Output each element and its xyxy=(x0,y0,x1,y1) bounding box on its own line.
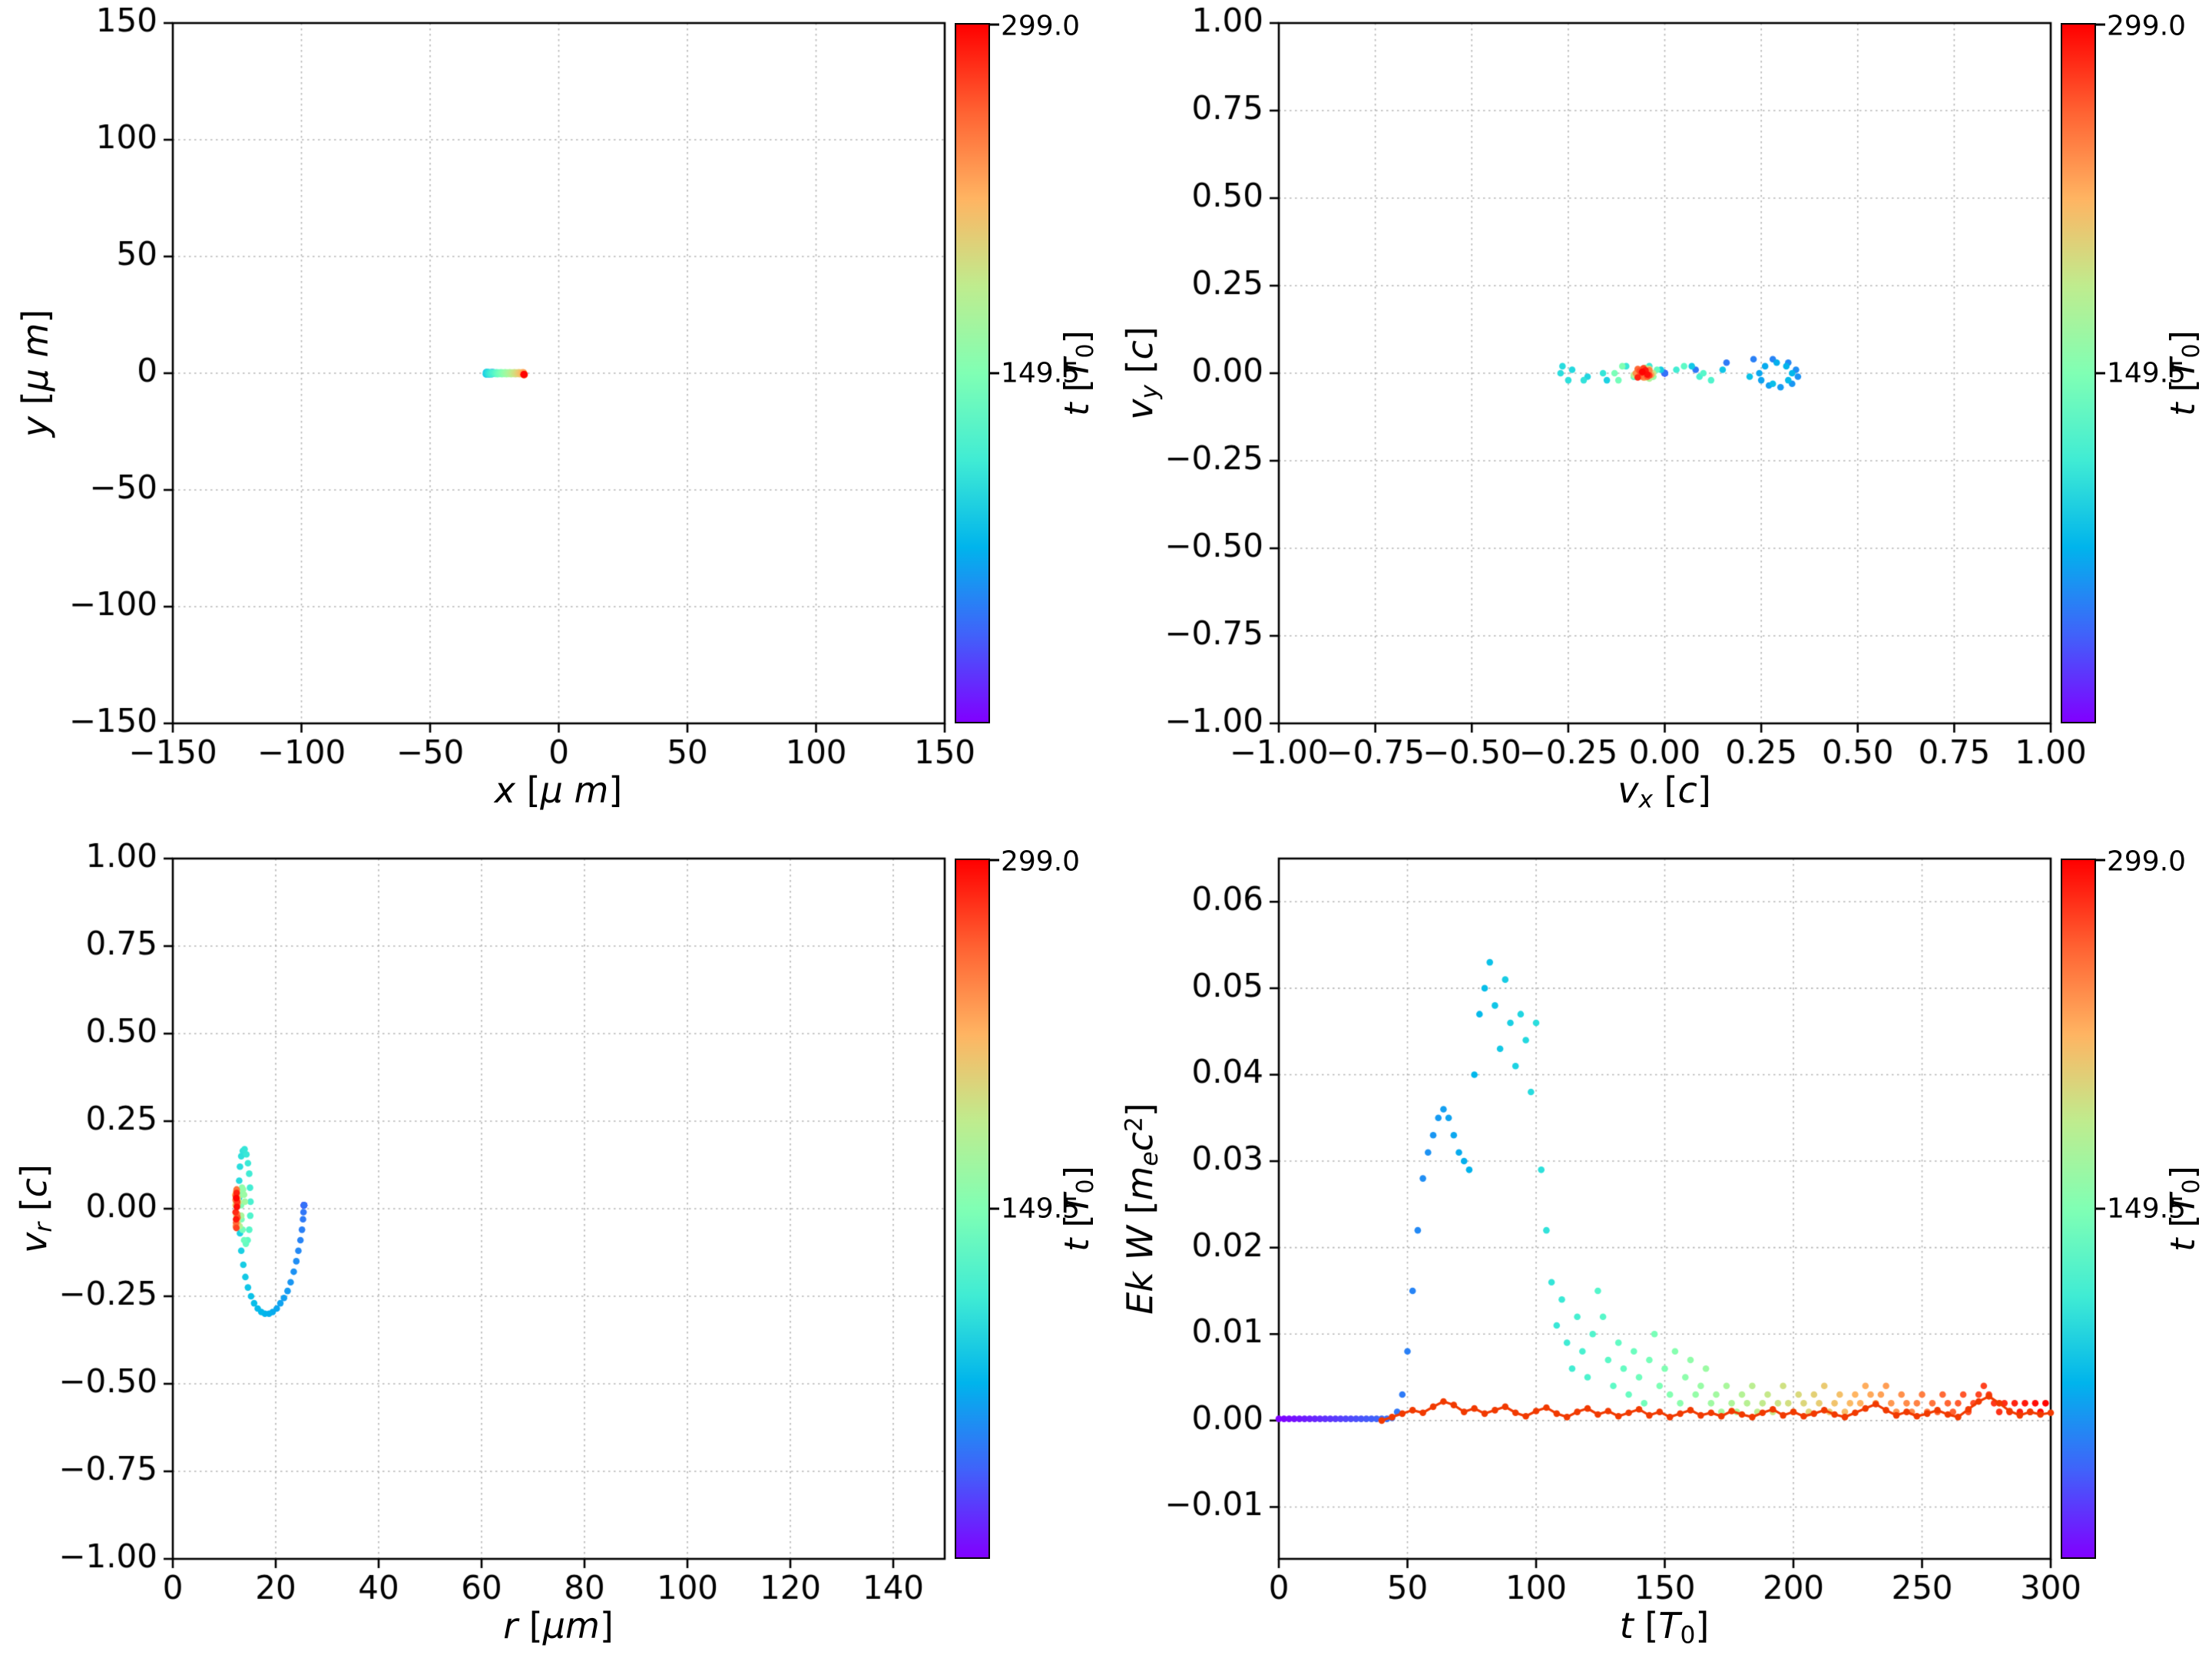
colorbar-max-label: 299.0 xyxy=(1001,10,1081,42)
colorbar-tick xyxy=(2096,859,2105,862)
panel-xy: y [μ m] x [μ m] 299.0 149.5 t [T0] xyxy=(0,0,1106,836)
colorbar-tick xyxy=(2096,1207,2105,1210)
colorbar-tick xyxy=(2096,23,2105,26)
y-axis-label: y [μ m] xyxy=(15,309,56,438)
colorbar-gradient xyxy=(2061,23,2096,723)
colorbar-max-label: 299.0 xyxy=(2107,10,2187,42)
panel-ekw: Ek W [mec2] t [T0] 299.0 149.5 t [T0] xyxy=(1106,836,2212,1671)
colorbar-mid-label: 149.5 xyxy=(1001,357,1081,389)
x-axis-label: x [μ m] xyxy=(494,769,623,811)
colorbar-tick xyxy=(2096,372,2105,375)
panel-vxvy: vy [c] vx [c] 299.0 149.5 t [T0] xyxy=(1106,0,2212,836)
colorbar-axis-label: t [T0] xyxy=(2163,330,2206,416)
ekw-plot-canvas xyxy=(1106,836,2212,1671)
colorbar-gradient xyxy=(955,23,990,723)
x-axis-label: r [μm] xyxy=(503,1605,614,1646)
vxvy-plot-canvas xyxy=(1106,0,2212,836)
colorbar-tick xyxy=(990,372,999,375)
colorbar-tick xyxy=(990,859,999,862)
colorbar-mid-label: 149.5 xyxy=(1001,1193,1081,1225)
panel-rvr: vr [c] r [μm] 299.0 149.5 t [T0] xyxy=(0,836,1106,1671)
y-axis-label: vr [c] xyxy=(13,1164,58,1253)
colorbar-gradient xyxy=(2061,859,2096,1559)
y-axis-label: vy [c] xyxy=(1119,326,1164,420)
colorbar-gradient xyxy=(955,859,990,1559)
colorbar-tick xyxy=(990,23,999,26)
xy-plot-canvas xyxy=(0,0,1106,836)
x-axis-label: t [T0] xyxy=(1619,1605,1710,1649)
colorbar-mid-label: 149.5 xyxy=(2107,1193,2187,1225)
colorbar-axis-label: t [T0] xyxy=(1057,1166,1100,1252)
rvr-plot-canvas xyxy=(0,836,1106,1671)
colorbar-axis-label: t [T0] xyxy=(2163,1166,2206,1252)
colorbar-mid-label: 149.5 xyxy=(2107,357,2187,389)
colorbar-axis-label: t [T0] xyxy=(1057,330,1100,416)
colorbar-tick xyxy=(990,1207,999,1210)
y-axis-label: Ek W [mec2] xyxy=(1119,1103,1164,1315)
colorbar-max-label: 299.0 xyxy=(2107,845,2187,878)
x-axis-label: vx [c] xyxy=(1618,769,1711,814)
colorbar-max-label: 299.0 xyxy=(1001,845,1081,878)
